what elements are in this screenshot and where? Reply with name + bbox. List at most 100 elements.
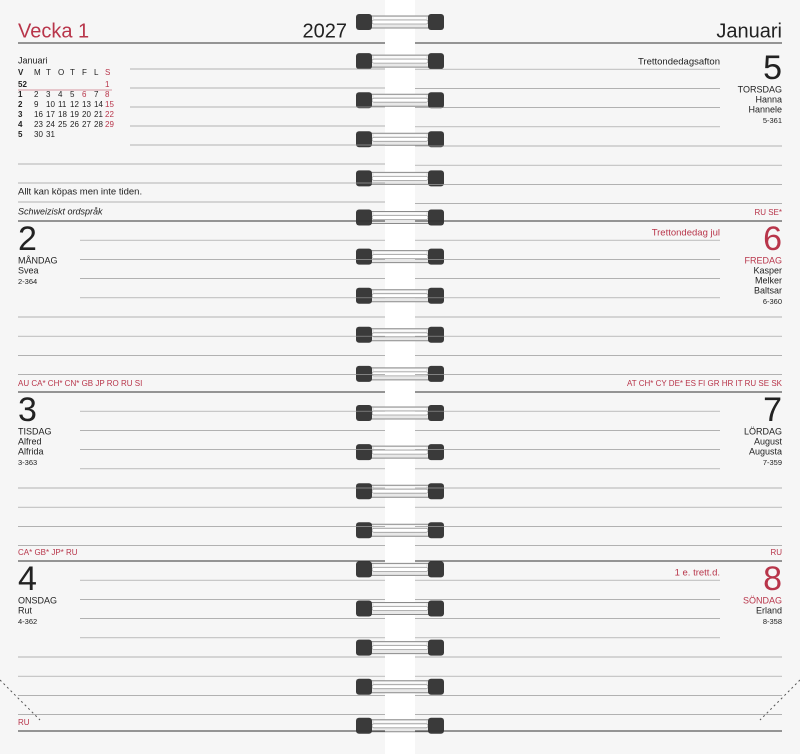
ring-hole bbox=[356, 561, 372, 578]
weekday: ONSDAG bbox=[18, 595, 57, 605]
holiday-flags: RU SE* bbox=[754, 208, 782, 217]
name-day: Hanna bbox=[755, 94, 782, 104]
ring-shine bbox=[374, 486, 426, 489]
ring-hole bbox=[428, 14, 444, 30]
name-day: Kasper bbox=[753, 265, 782, 275]
holiday-flags: RU bbox=[770, 548, 782, 557]
ring bbox=[356, 717, 444, 734]
ring-shine bbox=[374, 17, 426, 19]
day-number: 6 bbox=[763, 220, 782, 258]
ring-hole bbox=[428, 717, 444, 734]
ring-wire-inner bbox=[371, 684, 429, 690]
ring-wire-inner bbox=[371, 449, 429, 455]
ring-shine bbox=[374, 720, 426, 723]
month-label: Januari bbox=[716, 20, 782, 42]
name-day: Melker bbox=[755, 275, 782, 285]
weekday: LÖRDAG bbox=[744, 426, 782, 436]
name-day: Alfrida bbox=[18, 446, 44, 456]
ring-hole bbox=[356, 92, 372, 109]
ring-shine bbox=[374, 173, 426, 176]
ring-hole bbox=[428, 248, 444, 265]
mini-calendar-week: 3 bbox=[18, 110, 23, 119]
mini-calendar-date: 14 bbox=[94, 100, 103, 109]
ring-hole bbox=[356, 405, 372, 421]
mini-calendar-date: 15 bbox=[105, 100, 114, 109]
holiday-flags: RU bbox=[18, 718, 30, 727]
mini-calendar-date: 18 bbox=[58, 110, 67, 119]
ring-hole bbox=[356, 483, 372, 500]
mini-calendar-date: 31 bbox=[46, 130, 55, 139]
ring-shine bbox=[374, 564, 426, 567]
name-day: Alfred bbox=[18, 436, 42, 446]
mini-calendar-date: 3 bbox=[46, 90, 51, 99]
ring-wire-inner bbox=[371, 254, 429, 260]
ring-wire-inner bbox=[371, 175, 429, 181]
ring-hole bbox=[428, 405, 444, 421]
holiday-flags: CA* GB* JP* RU bbox=[18, 548, 78, 557]
day-number: 8 bbox=[763, 560, 782, 598]
ring bbox=[356, 326, 444, 343]
ring bbox=[356, 209, 444, 226]
mini-calendar-date: 30 bbox=[34, 130, 43, 139]
holiday-name: Trettondedag jul bbox=[652, 228, 720, 239]
ring-hole bbox=[356, 717, 372, 734]
ring-shine bbox=[374, 681, 426, 684]
name-day: Svea bbox=[18, 265, 39, 275]
day-code: 7-359 bbox=[763, 458, 782, 467]
mini-calendar-date: 1 bbox=[105, 80, 110, 89]
ring-hole bbox=[356, 209, 372, 226]
ring bbox=[356, 561, 444, 578]
ring-hole bbox=[428, 287, 444, 304]
weekday: MÅNDAG bbox=[18, 255, 58, 265]
ring bbox=[356, 483, 444, 500]
ring-hole bbox=[428, 53, 444, 70]
mini-calendar-date: 27 bbox=[82, 120, 91, 129]
ring-hole bbox=[428, 444, 444, 461]
ring-wire-inner bbox=[371, 293, 429, 299]
day-code: 2-364 bbox=[18, 277, 37, 286]
week-label: Vecka 1 bbox=[18, 20, 89, 42]
weekday: FREDAG bbox=[744, 255, 782, 265]
ring-shine bbox=[374, 95, 426, 98]
ring-shine bbox=[374, 525, 426, 528]
ring-wire-inner bbox=[371, 410, 429, 416]
name-day: Baltsar bbox=[754, 285, 782, 295]
ring-hole bbox=[356, 522, 372, 539]
ring bbox=[356, 600, 444, 617]
day-code: 6-360 bbox=[763, 297, 782, 306]
day-code: 5-361 bbox=[763, 116, 782, 125]
mini-calendar-date: 10 bbox=[46, 100, 55, 109]
ring-hole bbox=[356, 600, 372, 617]
mini-calendar-date: 22 bbox=[105, 110, 114, 119]
ring-hole bbox=[428, 92, 444, 109]
day-number: 4 bbox=[18, 560, 37, 598]
ring-hole bbox=[356, 326, 372, 343]
day-code: 8-358 bbox=[763, 617, 782, 626]
ring-hole bbox=[428, 561, 444, 578]
holiday-flags: AT CH* CY DE* ES FI GR HR IT RU SE SK bbox=[627, 379, 783, 388]
ring-hole bbox=[356, 14, 372, 30]
ring-hole bbox=[428, 522, 444, 539]
ring bbox=[356, 405, 444, 421]
day-number: 7 bbox=[763, 391, 782, 429]
mini-calendar-date: 7 bbox=[94, 90, 99, 99]
name-day: August bbox=[754, 436, 783, 446]
day-code: 3-363 bbox=[18, 458, 37, 467]
ring-wire-inner bbox=[371, 136, 429, 142]
ring-hole bbox=[428, 365, 444, 382]
ring-hole bbox=[356, 444, 372, 461]
mini-calendar-header: S bbox=[105, 68, 110, 77]
mini-calendar-date: 17 bbox=[46, 110, 55, 119]
mini-calendar-date: 16 bbox=[34, 110, 43, 119]
ring bbox=[356, 287, 444, 304]
ring-shine bbox=[374, 251, 426, 254]
ring-hole bbox=[356, 53, 372, 70]
ring-hole bbox=[428, 600, 444, 617]
name-day: Erland bbox=[756, 605, 782, 615]
ring-shine bbox=[374, 603, 426, 606]
holiday-name: 1 e. trett.d. bbox=[675, 568, 720, 579]
quote-source: Schweiziskt ordspråk bbox=[18, 206, 103, 216]
mini-calendar-date: 6 bbox=[82, 90, 87, 99]
